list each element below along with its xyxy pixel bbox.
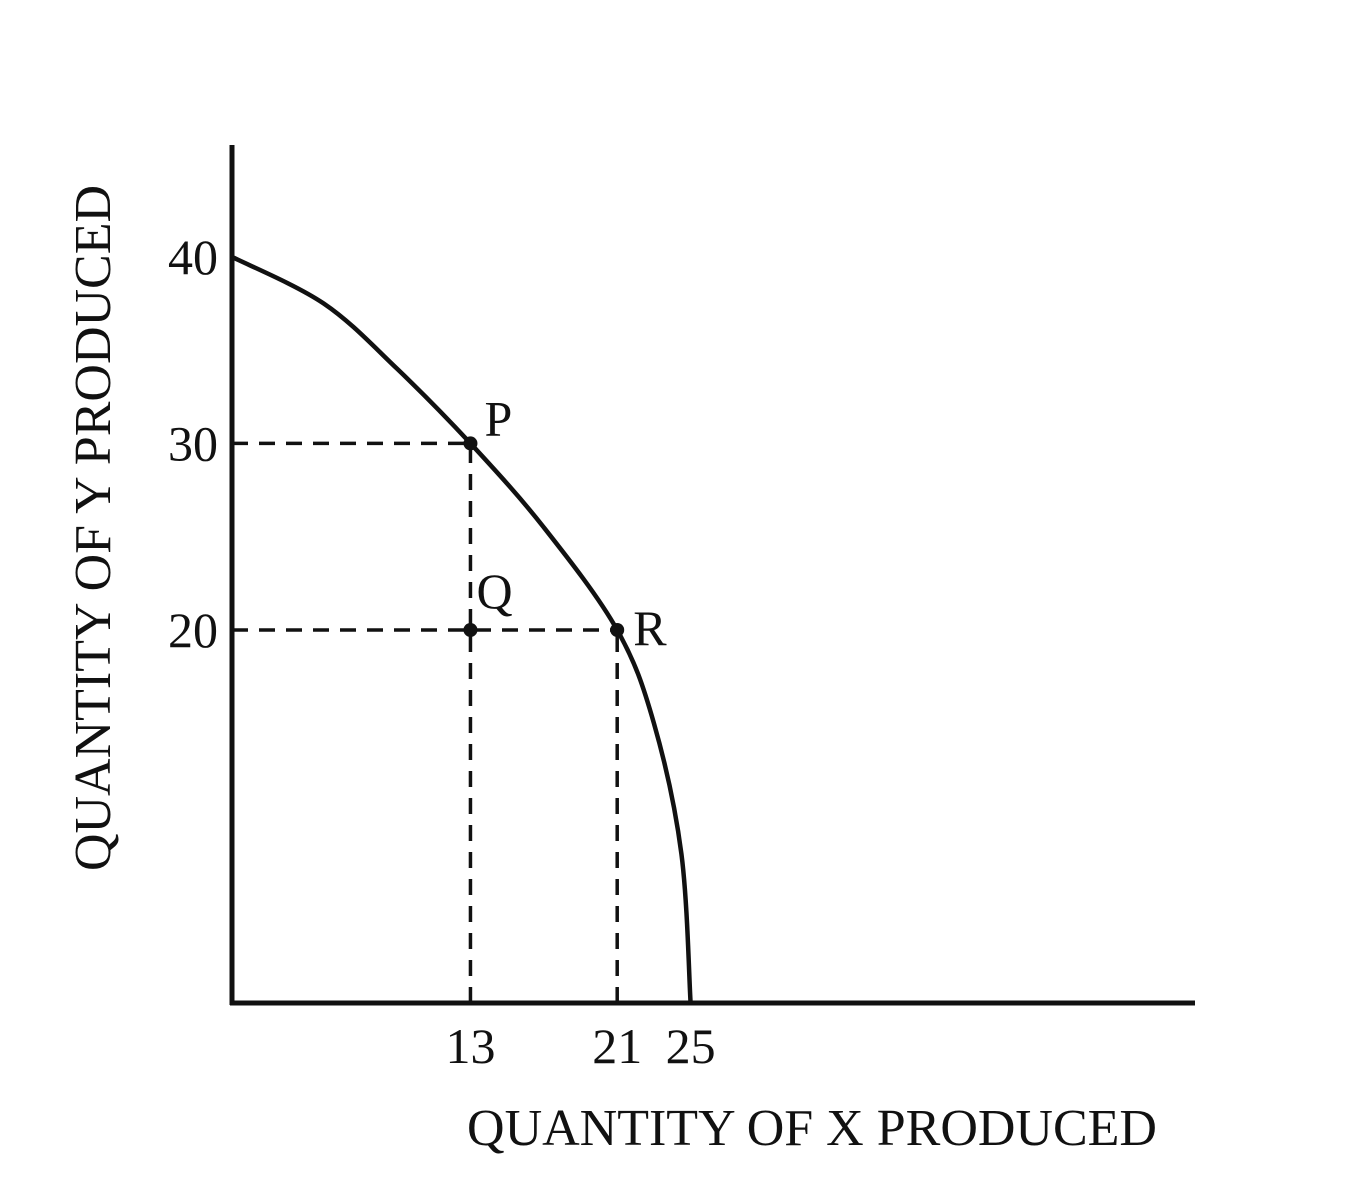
tick-labels: 13 21 25 40 30 20 bbox=[168, 229, 716, 1074]
x-tick-label-25: 25 bbox=[666, 1018, 716, 1074]
y-tick-label-30: 30 bbox=[168, 415, 218, 471]
ppf-curve bbox=[230, 254, 693, 1004]
point-r bbox=[610, 622, 625, 637]
x-axis-label: QUANTITY OF X PRODUCED bbox=[467, 1100, 1157, 1157]
x-tick-label-21: 21 bbox=[592, 1018, 642, 1074]
chart-points: P Q R bbox=[463, 390, 667, 656]
y-tick-label-20: 20 bbox=[168, 602, 218, 658]
point-p bbox=[463, 436, 478, 451]
x-tick-label-13: 13 bbox=[445, 1018, 495, 1074]
y-tick-label-40: 40 bbox=[168, 229, 218, 285]
y-axis-label: QUANTITY OF Y PRODUCED bbox=[65, 185, 122, 871]
axes bbox=[229, 145, 1195, 1006]
point-label-p: P bbox=[484, 390, 512, 446]
point-q bbox=[463, 622, 478, 637]
guide-lines bbox=[232, 441, 619, 1003]
point-label-r: R bbox=[633, 600, 667, 656]
point-label-q: Q bbox=[476, 563, 512, 619]
